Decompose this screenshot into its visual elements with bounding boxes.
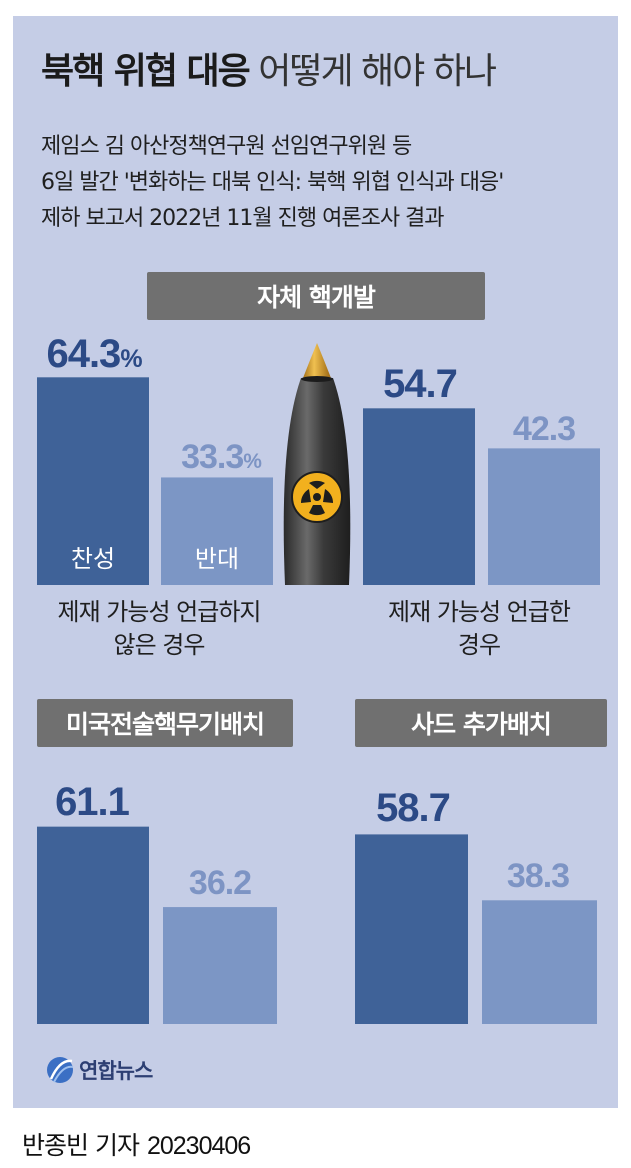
- page-title: 북핵 위협 대응 어떻게 해야 하나: [41, 50, 497, 94]
- chart-title-self-nuclear: 자체 핵개발: [147, 272, 485, 320]
- value-label-oppose-sanction: 42.3: [513, 410, 575, 448]
- title-bold: 북핵 위협 대응: [41, 51, 251, 92]
- yonhap-logo: 연합뉴스: [45, 1055, 153, 1085]
- caption-sanction-line-1: 제재 가능성 언급한: [388, 598, 571, 626]
- bar-oppose-sanction: [488, 448, 600, 585]
- caption-sanction-line-2: 경우: [457, 631, 501, 659]
- bar-oppose-thaad: [482, 900, 597, 1024]
- title-light: 어떻게 해야 하나: [258, 51, 497, 92]
- bar-support-no-sanction: [37, 377, 149, 585]
- bar-support-tactical: [37, 826, 149, 1024]
- chart-title-thaad: 사드 추가배치: [355, 699, 607, 747]
- caption-no-sanction-line-2: 않은 경우: [113, 631, 206, 659]
- logo-text: 연합뉴스: [79, 1059, 153, 1083]
- reporter-name: 반종빈 기자: [22, 1131, 140, 1160]
- legend-oppose-label: 반대: [195, 545, 239, 573]
- legend-support-label: 찬성: [71, 545, 115, 573]
- bar-support-sanction: [363, 408, 475, 585]
- caption-no-sanction: 제재 가능성 언급하지 않은 경우: [28, 596, 290, 662]
- value-label-oppose-no-sanction: 33.3%: [181, 438, 262, 476]
- value-label-support-tactical: 61.1: [55, 780, 130, 824]
- yonhap-logo-icon: [47, 1057, 74, 1083]
- value-label-support-sanction: 54.7: [383, 362, 457, 406]
- chart-title-tactical-nukes: 미국전술핵무기배치: [37, 699, 293, 747]
- subtitle-line-1: 제임스 김 아산정책연구원 선임연구위원 등: [41, 134, 412, 159]
- bar-oppose-no-sanction: [161, 477, 273, 585]
- footer-credit: 반종빈 기자 20230406: [22, 1126, 251, 1162]
- value-label-support-thaad: 58.7: [376, 786, 450, 830]
- caption-sanction: 제재 가능성 언급한 경우: [348, 596, 610, 662]
- subtitle-line-2: 6일 발간 '변화하는 대북 인식: 북핵 위협 인식과 대응': [41, 170, 504, 195]
- value-label-support-no-sanction: 64.3%: [46, 332, 142, 376]
- caption-no-sanction-line-1: 제재 가능성 언급하지: [57, 598, 262, 626]
- value-label-oppose-tactical: 36.2: [189, 864, 251, 902]
- value-label-oppose-thaad: 38.3: [507, 857, 569, 895]
- bar-support-thaad: [355, 834, 468, 1024]
- bar-oppose-tactical: [163, 907, 277, 1024]
- subtitle-line-3: 제하 보고서 2022년 11월 진행 여론조사 결과: [41, 206, 445, 231]
- publish-date: 20230406: [146, 1132, 251, 1160]
- nuclear-bomb-icon: [283, 343, 351, 585]
